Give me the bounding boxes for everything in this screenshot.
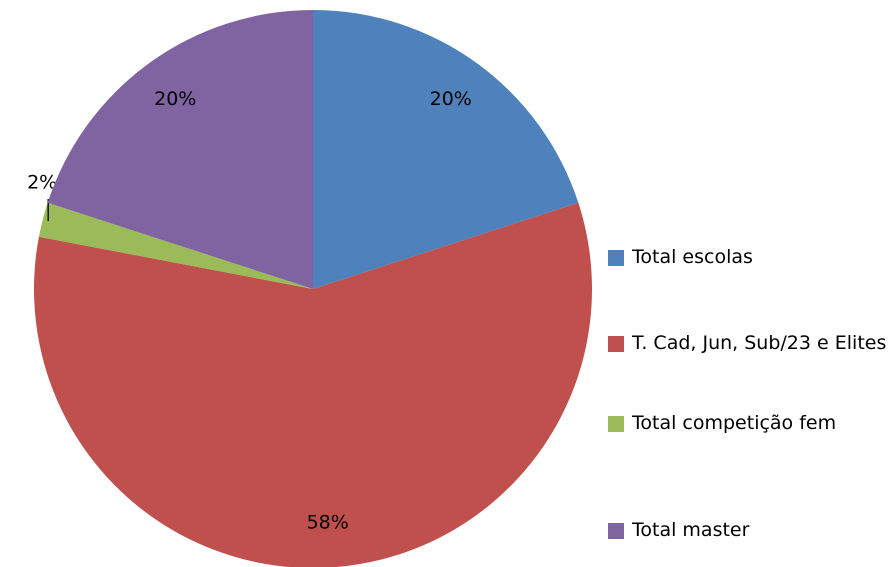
pie-slice: [34, 202, 592, 567]
legend-swatch: [608, 250, 624, 266]
pie-slice: [38, 202, 313, 289]
legend: Total escolas T. Cad, Jun, Sub/23 e Elite…: [608, 0, 892, 567]
legend-item: T. Cad, Jun, Sub/23 e Elites: [608, 325, 890, 362]
data-label: 20%: [430, 88, 472, 110]
data-label: 20%: [154, 88, 196, 110]
legend-item: Total competição fem: [608, 405, 890, 442]
pie-slice: [47, 10, 313, 289]
legend-swatch: [608, 523, 624, 539]
data-label: 58%: [307, 511, 349, 533]
legend-swatch: [608, 416, 624, 432]
chart: 20% 58% 2% 20%: [27, 10, 592, 567]
pie-slice: [313, 10, 579, 289]
legend-label: Total competição fem: [632, 412, 837, 434]
legend-swatch: [608, 336, 624, 352]
legend-label: Total escolas: [632, 246, 753, 268]
data-label: 2%: [27, 172, 57, 194]
legend-item: Total master: [608, 512, 890, 549]
legend-label: T. Cad, Jun, Sub/23 e Elites: [632, 332, 887, 354]
legend-item: Total escolas: [608, 239, 890, 276]
legend-label: Total master: [632, 519, 750, 541]
